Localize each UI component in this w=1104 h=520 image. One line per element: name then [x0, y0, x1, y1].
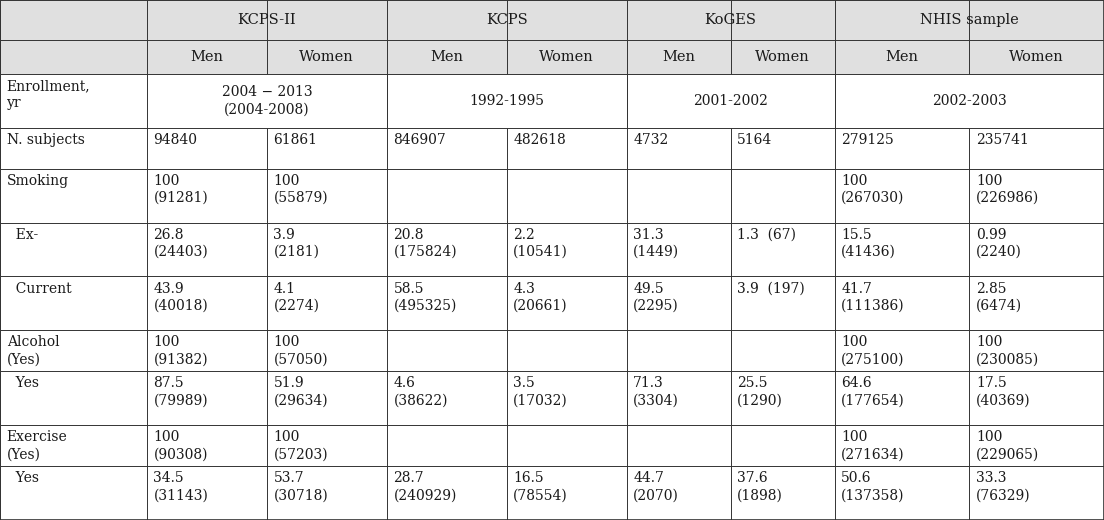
- Bar: [0, 425, 1104, 466]
- Text: 100
(271634): 100 (271634): [841, 431, 905, 462]
- Text: 235741: 235741: [976, 133, 1029, 147]
- Text: 4.3
(20661): 4.3 (20661): [513, 282, 567, 313]
- Text: NHIS sample: NHIS sample: [920, 13, 1019, 27]
- Text: Yes: Yes: [7, 376, 39, 391]
- Text: 100
(55879): 100 (55879): [274, 174, 328, 205]
- Text: 0.99
(2240): 0.99 (2240): [976, 228, 1022, 259]
- Text: Women: Women: [540, 50, 594, 64]
- Text: 49.5
(2295): 49.5 (2295): [634, 282, 679, 313]
- Text: N. subjects: N. subjects: [7, 133, 85, 147]
- Text: 100
(57203): 100 (57203): [274, 431, 328, 462]
- Text: 61861: 61861: [274, 133, 318, 147]
- Text: 100
(230085): 100 (230085): [976, 335, 1039, 367]
- Text: 3.9  (197): 3.9 (197): [737, 282, 805, 295]
- Bar: [386, 0, 627, 40]
- Text: 58.5
(495325): 58.5 (495325): [393, 282, 457, 313]
- Text: 16.5
(78554): 16.5 (78554): [513, 471, 569, 503]
- Text: 2001-2002: 2001-2002: [693, 94, 768, 108]
- Text: Women: Women: [755, 50, 810, 64]
- Text: 100
(90308): 100 (90308): [153, 431, 208, 462]
- Text: Women: Women: [1009, 50, 1064, 64]
- Text: 4.1
(2274): 4.1 (2274): [274, 282, 319, 313]
- Text: 1.3  (67): 1.3 (67): [737, 228, 796, 242]
- Bar: [0, 40, 1104, 74]
- Text: KoGES: KoGES: [704, 13, 756, 27]
- Text: 20.8
(175824): 20.8 (175824): [393, 228, 457, 259]
- Text: 100
(91382): 100 (91382): [153, 335, 209, 367]
- Text: Alcohol
(Yes): Alcohol (Yes): [7, 335, 60, 367]
- Text: 94840: 94840: [153, 133, 198, 147]
- Text: 71.3
(3304): 71.3 (3304): [634, 376, 679, 408]
- Text: 41.7
(111386): 41.7 (111386): [841, 282, 905, 313]
- Text: Yes: Yes: [7, 471, 39, 485]
- Text: Exercise
(Yes): Exercise (Yes): [7, 431, 67, 462]
- Text: KCPS: KCPS: [486, 13, 528, 27]
- Text: 1992-1995: 1992-1995: [469, 94, 544, 108]
- Bar: [0, 223, 1104, 277]
- Text: 50.6
(137358): 50.6 (137358): [841, 471, 905, 503]
- Text: 17.5
(40369): 17.5 (40369): [976, 376, 1031, 408]
- Text: 26.8
(24403): 26.8 (24403): [153, 228, 209, 259]
- Text: 100
(229065): 100 (229065): [976, 431, 1039, 462]
- Text: 43.9
(40018): 43.9 (40018): [153, 282, 209, 313]
- Text: 100
(91281): 100 (91281): [153, 174, 209, 205]
- Text: Women: Women: [299, 50, 354, 64]
- Text: 100
(226986): 100 (226986): [976, 174, 1039, 205]
- Text: Men: Men: [662, 50, 696, 64]
- Text: 87.5
(79989): 87.5 (79989): [153, 376, 209, 408]
- Text: Smoking: Smoking: [7, 174, 68, 188]
- Text: 100
(57050): 100 (57050): [274, 335, 328, 367]
- Text: Men: Men: [190, 50, 223, 64]
- Text: 2002-2003: 2002-2003: [932, 94, 1007, 108]
- Text: 44.7
(2070): 44.7 (2070): [634, 471, 679, 503]
- Bar: [0, 277, 1104, 330]
- Bar: [835, 0, 1104, 40]
- Bar: [0, 0, 147, 40]
- Text: 53.7
(30718): 53.7 (30718): [274, 471, 328, 503]
- Text: 4732: 4732: [634, 133, 669, 147]
- Text: 25.5
(1290): 25.5 (1290): [737, 376, 783, 408]
- Text: 34.5
(31143): 34.5 (31143): [153, 471, 209, 503]
- Text: 846907: 846907: [393, 133, 446, 147]
- Text: 3.9
(2181): 3.9 (2181): [274, 228, 319, 259]
- Text: 2004 − 2013
(2004-2008): 2004 − 2013 (2004-2008): [222, 85, 312, 116]
- Text: 37.6
(1898): 37.6 (1898): [737, 471, 783, 503]
- Text: 5164: 5164: [737, 133, 773, 147]
- Bar: [0, 466, 1104, 520]
- Text: 100
(275100): 100 (275100): [841, 335, 905, 367]
- Bar: [0, 330, 1104, 371]
- Text: Ex-: Ex-: [7, 228, 38, 242]
- Text: KCPS-II: KCPS-II: [237, 13, 296, 27]
- Text: 2.2
(10541): 2.2 (10541): [513, 228, 569, 259]
- Bar: [0, 168, 1104, 223]
- Bar: [627, 0, 835, 40]
- Text: 15.5
(41436): 15.5 (41436): [841, 228, 896, 259]
- Bar: [0, 127, 1104, 168]
- Bar: [0, 74, 1104, 127]
- Text: Enrollment,
yr: Enrollment, yr: [7, 79, 91, 110]
- Text: 33.3
(76329): 33.3 (76329): [976, 471, 1031, 503]
- Text: Current: Current: [7, 282, 72, 295]
- Bar: [0, 371, 1104, 425]
- Text: 4.6
(38622): 4.6 (38622): [393, 376, 448, 408]
- Text: 31.3
(1449): 31.3 (1449): [634, 228, 679, 259]
- Text: 3.5
(17032): 3.5 (17032): [513, 376, 569, 408]
- Text: 2.85
(6474): 2.85 (6474): [976, 282, 1022, 313]
- Text: Men: Men: [431, 50, 464, 64]
- Text: 51.9
(29634): 51.9 (29634): [274, 376, 328, 408]
- Text: 28.7
(240929): 28.7 (240929): [393, 471, 457, 503]
- Text: 64.6
(177654): 64.6 (177654): [841, 376, 905, 408]
- Text: 482618: 482618: [513, 133, 566, 147]
- Text: 279125: 279125: [841, 133, 894, 147]
- Bar: [147, 0, 386, 40]
- Text: Men: Men: [885, 50, 919, 64]
- Text: 100
(267030): 100 (267030): [841, 174, 905, 205]
